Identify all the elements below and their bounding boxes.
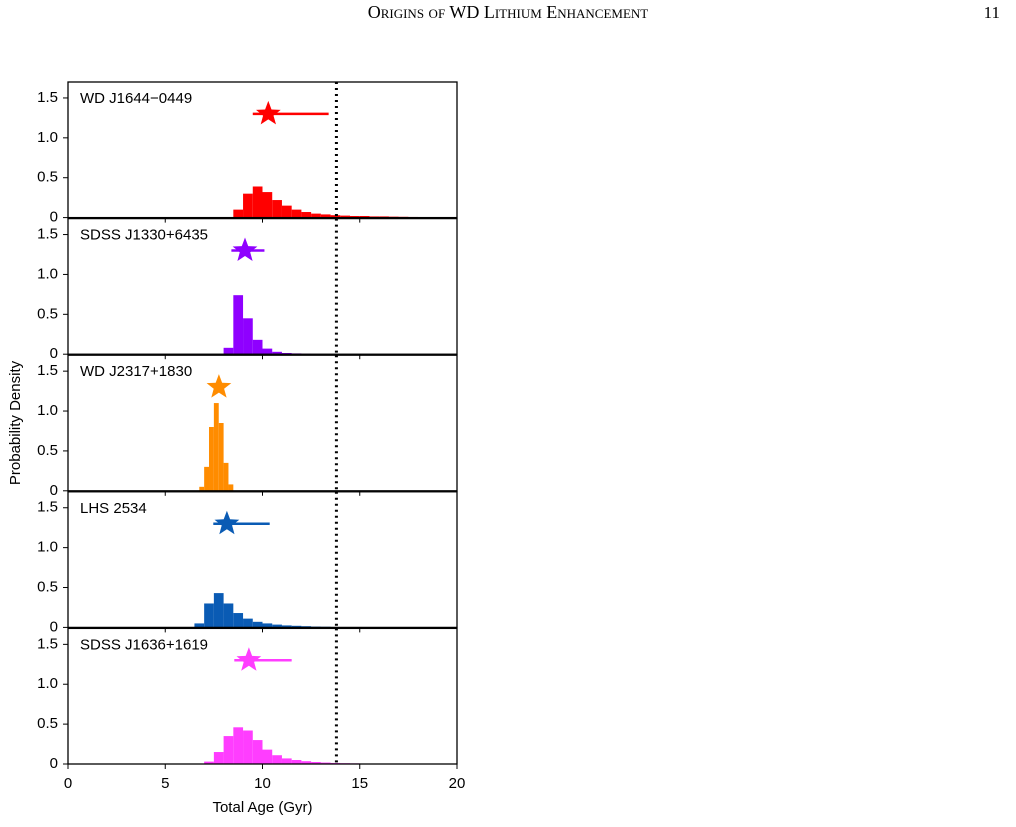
histogram-bar [223,462,229,491]
histogram-bar [281,758,292,764]
y-tick-label: 0 [50,209,58,226]
y-tick-label: 1.5 [37,226,58,243]
y-tick-label: 1.5 [37,635,58,652]
y-tick-label: 1.5 [37,89,58,106]
x-axis-label: Total Age (Gyr) [212,799,312,816]
x-tick-label: 0 [64,775,72,792]
panel-label: WD J2317+1830 [80,363,192,380]
histogram-bar [233,209,244,218]
y-tick-label: 1.5 [37,362,58,379]
page-number: 11 [984,3,1000,22]
x-tick-label: 15 [351,775,368,792]
y-tick-label: 1.0 [37,265,58,282]
histogram-bar [252,621,263,628]
y-tick-label: 0 [50,618,58,635]
y-axis-label: Probability Density [7,360,24,485]
y-tick-label: 1.0 [37,675,58,692]
histogram-bar [213,752,224,764]
histogram-bar [291,209,302,218]
panel-label: SDSS J1636+1619 [80,636,208,653]
histogram-bar [223,347,234,355]
histogram-bar [311,762,321,764]
x-tick-label: 20 [449,775,466,792]
y-tick-label: 1.0 [37,539,58,556]
histogram-bar [272,200,282,218]
histogram-bar [291,625,302,628]
histogram-bar [218,423,224,491]
histogram-bar [243,730,253,764]
histogram-bar [272,351,282,355]
y-tick-label: 1.0 [37,129,58,146]
histogram-bar [272,624,282,628]
histogram-bar [194,623,205,628]
y-tick-label: 0.5 [37,715,58,732]
histogram-bar [228,484,234,491]
histogram-bar [252,339,263,355]
histogram-bar [252,186,263,218]
histogram-bar [281,205,292,218]
y-tick-label: 0.5 [37,578,58,595]
histogram-bar [350,216,360,218]
histogram-bar [311,213,321,218]
x-tick-label: 5 [161,775,169,792]
histogram-bar [262,348,273,355]
panel-label: SDSS J1330+6435 [80,227,208,244]
histogram-bar [243,618,253,628]
histogram-bar [262,749,273,764]
star-marker [236,647,262,671]
x-tick-label: 10 [254,775,271,792]
histogram-bar [204,761,214,764]
histogram-bar [262,623,273,628]
histogram-bar [199,486,205,491]
histogram-bar [359,216,370,218]
histogram-bar [291,760,302,764]
histogram-bar [233,295,244,355]
y-tick-label: 0.5 [37,305,58,322]
star-marker [232,237,258,261]
histogram-bar [330,215,341,218]
panel-label: WD J1644−0449 [80,90,192,107]
histogram-bar [320,762,331,764]
histogram-bar [213,403,219,491]
y-tick-label: 0 [50,755,58,772]
y-tick-label: 1.5 [37,499,58,516]
histogram-bar [281,625,292,628]
histogram-bar [233,727,244,764]
star-marker [206,374,232,398]
histogram-bar [223,736,234,764]
histogram-bar [213,593,224,628]
histogram-bar [252,740,263,764]
y-tick-label: 0 [50,345,58,362]
star-marker [214,510,240,535]
histogram-bar [272,755,282,764]
histogram-bar [223,603,234,628]
histogram-bar [204,466,210,491]
histogram-bar [301,212,312,218]
histogram-bar [301,761,312,764]
panel-label: LHS 2534 [80,500,147,517]
histogram-bar [340,215,351,218]
histogram-bar [233,613,244,628]
y-tick-label: 0.5 [37,169,58,186]
star-marker [256,100,281,125]
histogram-bar [243,193,253,218]
running-title: Origins of WD Lithium Enhancement [368,2,649,22]
y-tick-label: 0 [50,482,58,499]
histogram-bar [204,603,214,628]
histogram-bar [243,318,253,355]
histogram-bar [320,214,331,218]
y-tick-label: 1.0 [37,402,58,419]
histogram-bar [262,192,273,218]
histogram-bar [209,426,214,491]
y-tick-label: 0.5 [37,442,58,459]
